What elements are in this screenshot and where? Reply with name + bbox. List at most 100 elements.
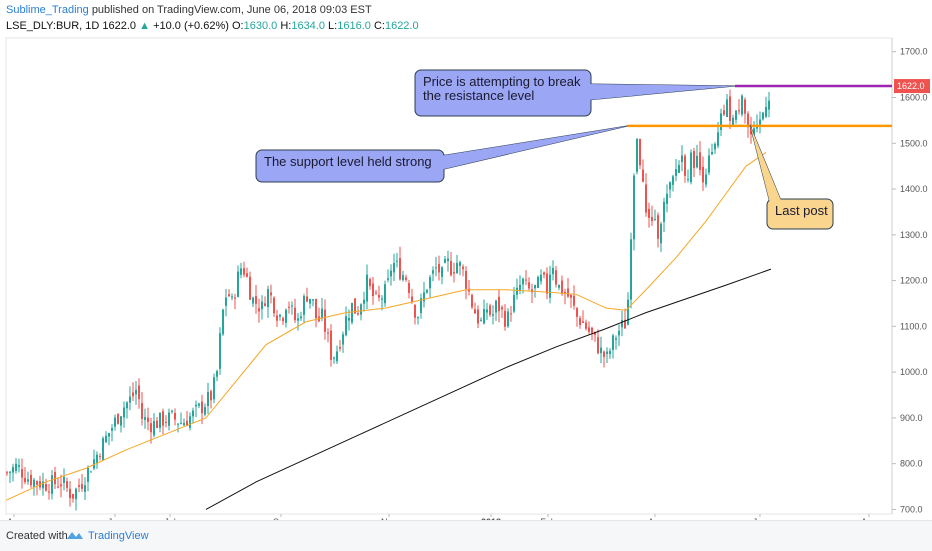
candle-body bbox=[105, 435, 107, 442]
candle-body bbox=[360, 304, 362, 315]
candle-body bbox=[231, 296, 233, 298]
candle-body bbox=[339, 347, 341, 349]
candle-body bbox=[591, 327, 593, 333]
candle-body bbox=[552, 267, 554, 275]
candle-body bbox=[285, 309, 287, 323]
candle-body bbox=[675, 169, 677, 176]
candle-body bbox=[180, 422, 182, 424]
resistance-callout-pointer-fill bbox=[588, 84, 735, 100]
last-price: 1622.0 bbox=[102, 20, 137, 32]
candle-body bbox=[762, 112, 764, 120]
candle-body bbox=[189, 416, 191, 428]
candle-body bbox=[489, 305, 491, 315]
price-change: +10.0 (+0.62%) bbox=[153, 20, 229, 32]
candle-body bbox=[483, 309, 485, 324]
candle-body bbox=[366, 274, 368, 302]
candle-body bbox=[447, 258, 449, 262]
candle-body bbox=[327, 332, 329, 334]
resistance-callout-text-1: the resistance level bbox=[423, 88, 534, 103]
candle-body bbox=[438, 263, 440, 273]
tradingview-link[interactable]: TradingView bbox=[88, 530, 149, 542]
candle-body bbox=[93, 459, 95, 469]
candle-body bbox=[306, 296, 308, 302]
author-link[interactable]: Sublime_Trading bbox=[6, 4, 89, 16]
candle-body bbox=[153, 420, 155, 436]
candle-body bbox=[174, 412, 176, 420]
candle-body bbox=[243, 268, 245, 275]
candle-body bbox=[27, 479, 29, 482]
candle-body bbox=[168, 412, 170, 426]
symbol: LSE_DLY:BUR, 1D bbox=[6, 20, 100, 32]
candle-body bbox=[84, 485, 86, 492]
y-axis: 700.0 800.0 900.0 1000.0 1100.0 1200.0 1300.0 1… bbox=[891, 38, 928, 514]
candle-body bbox=[135, 390, 137, 395]
support-callout-pointer-fill bbox=[440, 125, 628, 170]
x-tick-label-7: Apr bbox=[648, 517, 662, 520]
candle-body bbox=[678, 164, 680, 173]
candle-body bbox=[201, 401, 203, 414]
candle-body bbox=[69, 488, 71, 499]
candle-body bbox=[768, 100, 770, 110]
candle-body bbox=[759, 119, 761, 125]
x-tick-label-2: Jul bbox=[164, 517, 176, 520]
candle-body bbox=[546, 273, 548, 294]
candle-body bbox=[228, 294, 230, 297]
candle-body bbox=[291, 305, 293, 307]
candle-body bbox=[642, 169, 644, 182]
candle-body bbox=[507, 311, 509, 327]
candle-body bbox=[705, 174, 707, 185]
candle-body bbox=[669, 182, 671, 190]
candle-body bbox=[414, 304, 416, 318]
candle-body bbox=[408, 282, 410, 293]
candle-body bbox=[522, 278, 524, 285]
candle-body bbox=[111, 427, 113, 431]
candle-body bbox=[147, 417, 149, 422]
x-tick-label-1: Jun bbox=[108, 517, 123, 520]
resistance-callout-text-0: Price is attempting to break bbox=[423, 74, 581, 89]
ma-short-line bbox=[5, 152, 767, 501]
candle-body bbox=[735, 110, 737, 120]
candle-body bbox=[297, 318, 299, 321]
candle-body bbox=[342, 334, 344, 345]
candle-body bbox=[558, 284, 560, 288]
candle-body bbox=[129, 396, 131, 403]
candle-body bbox=[480, 319, 482, 321]
last-callout-box bbox=[766, 198, 834, 230]
candle-body bbox=[270, 292, 272, 296]
price-chart[interactable]: 700.0 800.0 900.0 1000.0 1100.0 1200.0 1300.0 1… bbox=[0, 0, 932, 520]
publish-line: Sublime_Trading published on TradingView… bbox=[6, 4, 372, 16]
candle-body bbox=[561, 280, 563, 294]
last-callout-pointer-fill bbox=[750, 125, 782, 203]
x-tick-label-5: 2018 bbox=[481, 517, 501, 520]
candle-body bbox=[198, 403, 200, 406]
levels bbox=[628, 84, 892, 128]
candle-body bbox=[87, 468, 89, 482]
open-label: O: bbox=[231, 20, 244, 32]
candle-body bbox=[420, 298, 422, 313]
candle-body bbox=[351, 302, 353, 323]
support-callout-text-0: The support level held strong bbox=[264, 154, 432, 169]
candle-body bbox=[378, 294, 380, 298]
candle-body bbox=[687, 178, 689, 180]
candle-body bbox=[114, 417, 116, 427]
candle-body bbox=[138, 385, 140, 400]
candle-body bbox=[42, 481, 44, 489]
candle-body bbox=[222, 309, 224, 335]
candle-body bbox=[618, 330, 620, 336]
support-callout: The support level held strong bbox=[255, 125, 629, 183]
candle-body bbox=[156, 420, 158, 428]
candle-body bbox=[501, 307, 503, 310]
x-tick-label-8: Jun bbox=[753, 517, 768, 520]
candle-body bbox=[597, 337, 599, 354]
candle-body bbox=[24, 478, 26, 483]
moving-averages bbox=[5, 152, 772, 510]
low-label: L: bbox=[328, 20, 338, 32]
candle-body bbox=[699, 152, 701, 171]
candle-body bbox=[435, 267, 437, 269]
candle-body bbox=[432, 270, 434, 274]
candle-body bbox=[177, 423, 179, 425]
y-tick-label-8: 1500.0 bbox=[900, 138, 928, 148]
x-tick-label-9: Aug bbox=[861, 517, 877, 520]
candle-body bbox=[684, 155, 686, 176]
candle-body bbox=[381, 298, 383, 300]
